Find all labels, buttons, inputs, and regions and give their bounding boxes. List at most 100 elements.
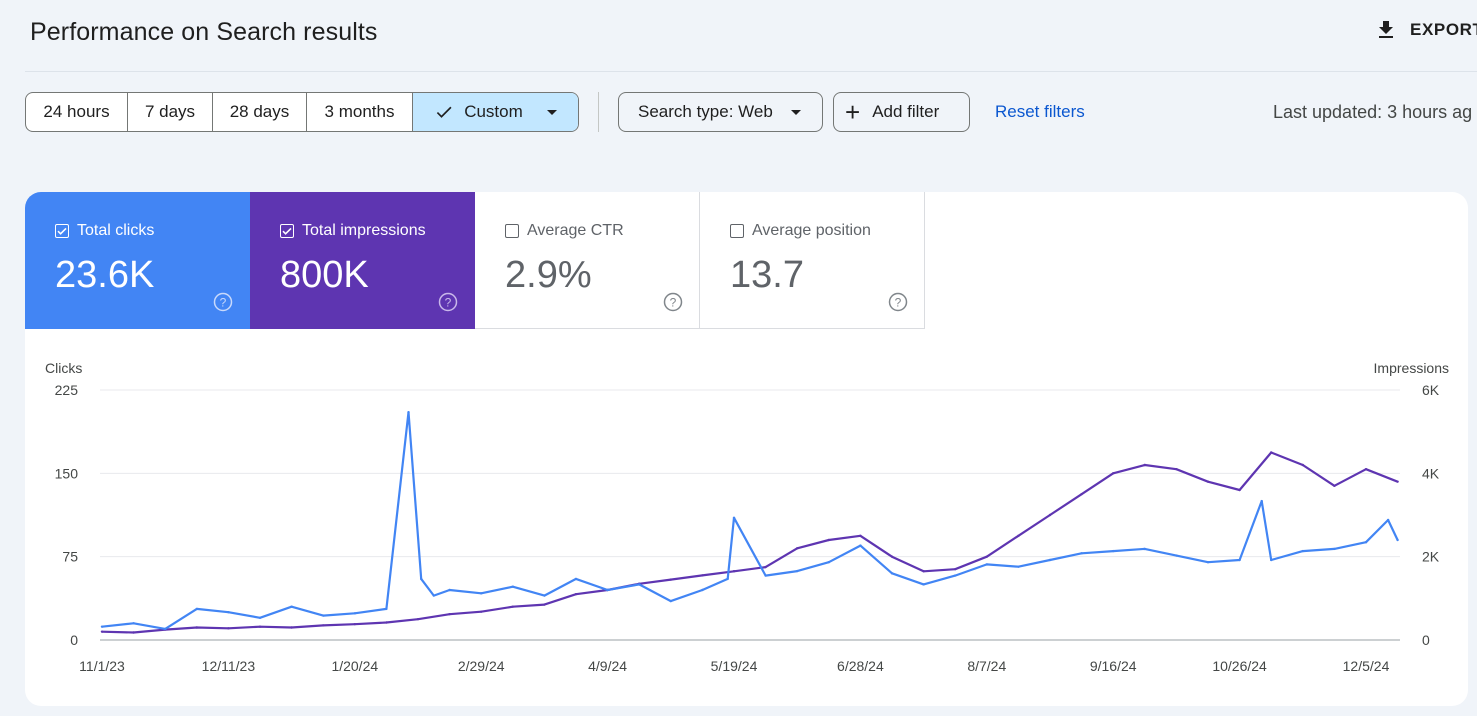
- metric-value: 800K: [280, 254, 369, 296]
- data-point-impressions: [416, 617, 420, 621]
- checkbox-icon: [505, 224, 519, 238]
- metric-label: Average CTR: [527, 222, 624, 239]
- y-left-tick-label: 0: [70, 632, 78, 648]
- data-point-impressions: [1301, 463, 1305, 467]
- data-point-clicks: [1143, 547, 1147, 551]
- data-point-clicks: [732, 516, 736, 519]
- data-point-impressions: [195, 626, 198, 629]
- data-point-clicks: [1333, 547, 1336, 551]
- header-divider: [25, 71, 1477, 72]
- data-point-clicks: [859, 544, 862, 547]
- data-point-clicks: [1017, 565, 1020, 568]
- data-point-clicks: [1080, 552, 1083, 555]
- data-point-impressions: [922, 570, 925, 573]
- data-point-impressions: [1238, 488, 1241, 492]
- data-point-clicks: [1048, 558, 1052, 562]
- data-point-impressions: [480, 610, 483, 613]
- data-point-clicks: [1238, 558, 1241, 562]
- help-icon[interactable]: ?: [888, 292, 908, 312]
- data-point-clicks: [100, 625, 104, 628]
- data-point-clicks: [322, 614, 325, 617]
- metric-value: 2.9%: [505, 254, 592, 296]
- add-filter-button[interactable]: + Add filter: [833, 92, 970, 132]
- data-point-impressions: [796, 547, 799, 550]
- data-point-impressions: [701, 574, 704, 577]
- date-range-selector: 24 hours 7 days 28 days 3 months Custom: [25, 92, 579, 132]
- data-point-impressions: [1396, 480, 1399, 483]
- data-point-impressions: [1017, 534, 1020, 538]
- svg-text:?: ?: [445, 296, 452, 310]
- range-7-days[interactable]: 7 days: [128, 93, 213, 131]
- x-tick-label: 8/7/24: [967, 658, 1006, 674]
- range-28-days[interactable]: 28 days: [213, 93, 307, 131]
- data-point-clicks: [669, 599, 672, 603]
- search-type-dropdown[interactable]: Search type: Web: [618, 92, 823, 132]
- data-point-clicks: [407, 411, 410, 414]
- data-point-clicks: [1364, 541, 1368, 544]
- data-point-clicks: [290, 605, 293, 608]
- x-tick-label: 6/28/24: [837, 658, 884, 674]
- data-point-clicks: [954, 574, 957, 577]
- export-label: EXPORT: [1410, 20, 1477, 39]
- data-point-clicks: [574, 577, 578, 581]
- range-label: Custom: [464, 102, 523, 121]
- metric-value: 23.6K: [55, 254, 155, 296]
- help-icon[interactable]: ?: [438, 292, 458, 312]
- data-point-impressions: [764, 565, 767, 569]
- data-point-clicks: [606, 588, 609, 592]
- data-point-impressions: [511, 605, 514, 608]
- data-point-clicks: [480, 592, 483, 595]
- checkbox-icon: [55, 224, 69, 238]
- data-point-impressions: [1333, 484, 1336, 488]
- metric-label: Total impressions: [302, 222, 426, 239]
- range-label: 7 days: [144, 102, 196, 121]
- data-point-impressions: [100, 630, 104, 633]
- data-point-clicks: [543, 594, 546, 597]
- y-right-tick-label: 0: [1422, 632, 1430, 648]
- data-point-clicks: [432, 594, 435, 597]
- checkbox-icon: [280, 224, 294, 238]
- checkbox-icon: [730, 224, 744, 238]
- x-tick-label: 11/1/23: [79, 658, 125, 674]
- y-right-tick-label: 6K: [1422, 382, 1440, 398]
- help-icon[interactable]: ?: [213, 292, 233, 312]
- download-icon: [1379, 21, 1393, 38]
- range-custom[interactable]: Custom: [413, 93, 578, 131]
- data-point-clicks: [1175, 554, 1178, 557]
- metric-average-position[interactable]: Average position 13.7 ?: [700, 192, 925, 329]
- check-icon: [437, 106, 452, 118]
- y-left-axis-label: Clicks: [45, 360, 82, 376]
- x-tick-label: 12/11/23: [202, 658, 256, 674]
- range-24-hours[interactable]: 24 hours: [26, 93, 128, 131]
- data-point-clicks: [195, 607, 198, 611]
- reset-filters-link[interactable]: Reset filters: [995, 102, 1085, 121]
- series-line-clicks: [101, 411, 1399, 630]
- svg-text:?: ?: [670, 296, 677, 310]
- range-3-months[interactable]: 3 months: [307, 93, 413, 131]
- data-point-clicks: [701, 588, 704, 592]
- y-left-tick-label: 150: [55, 465, 79, 481]
- x-tick-label: 10/26/24: [1212, 658, 1267, 674]
- help-icon[interactable]: ?: [663, 292, 683, 312]
- data-point-clicks: [511, 585, 514, 588]
- metric-total-clicks[interactable]: Total clicks 23.6K ?: [25, 192, 250, 329]
- data-point-clicks: [726, 577, 729, 581]
- search-type-label: Search type: Web: [638, 102, 773, 121]
- metric-average-ctr[interactable]: Average CTR 2.9% ?: [475, 192, 700, 329]
- x-tick-label: 5/19/24: [711, 658, 758, 674]
- data-point-impressions: [1270, 451, 1273, 454]
- data-point-clicks: [1396, 538, 1399, 542]
- page-title: Performance on Search results: [30, 18, 378, 46]
- export-button[interactable]: EXPORT: [1374, 18, 1477, 42]
- data-point-clicks: [258, 616, 262, 619]
- last-updated-text: Last updated: 3 hours ag: [1273, 102, 1473, 122]
- data-point-impressions: [1175, 467, 1178, 471]
- data-point-impressions: [1080, 492, 1083, 496]
- metric-value: 13.7: [730, 254, 804, 296]
- data-point-impressions: [954, 567, 957, 571]
- data-point-impressions: [258, 625, 262, 628]
- metric-total-impressions[interactable]: Total impressions 800K ?: [250, 192, 475, 329]
- data-point-clicks: [1386, 518, 1390, 522]
- data-point-impressions: [1048, 513, 1052, 517]
- data-point-impressions: [322, 624, 325, 627]
